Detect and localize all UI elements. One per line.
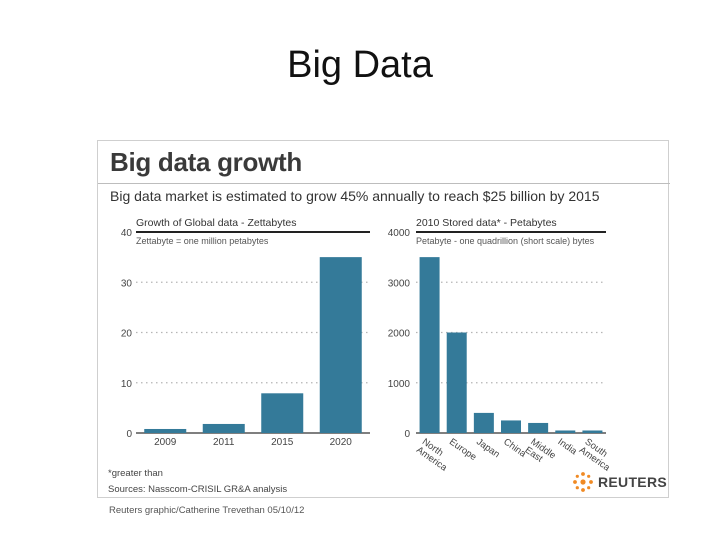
global-data-category-label: 2015 (271, 437, 294, 448)
stored-data-bar (528, 422, 549, 433)
stored-data-category-label: China (501, 436, 528, 460)
stored-data-bar (501, 420, 521, 433)
global-data-ytick-label: 30 (121, 278, 133, 289)
stored-data-ytick-label: 0 (404, 429, 410, 440)
stored-data-ytick-label: 3000 (388, 278, 411, 289)
slide-title: Big Data (287, 44, 433, 86)
reuters-logo-icon (573, 472, 593, 492)
stored-data-category-label: India (556, 436, 580, 457)
stored-data-ytick-label: 2000 (388, 329, 411, 340)
stored-data-category-label: SouthAmerica (577, 436, 618, 474)
global-data-ytick-label: 40 (121, 228, 133, 239)
right-chart-title-rule (416, 231, 606, 233)
global-data-ytick-label: 20 (121, 329, 133, 340)
global-data-bar (261, 393, 304, 433)
global-data-category-label: 2009 (154, 437, 177, 448)
global-data-bar (144, 428, 187, 433)
graphic-credit: Reuters graphic/Catherine Trevethan 05/1… (109, 505, 305, 516)
global-data-bar (319, 257, 362, 433)
global-data-category-label: 2020 (330, 437, 353, 448)
bar-charts: 0 10 20 30 40 2009 2011 2015 2020 0 1000 2000 3000 40… (121, 228, 618, 474)
infographic: Big data growth Big data market is estim… (97, 140, 670, 498)
stored-data-bar (419, 257, 440, 433)
right-chart-title: 2010 Stored data* - Petabytes (416, 217, 557, 229)
stored-data-bar (582, 430, 603, 433)
graphic-subtitle: Big data market is estimated to grow 45%… (110, 188, 600, 204)
stored-data-bar (446, 332, 467, 433)
left-chart-note: Zettabyte = one million petabytes (136, 236, 269, 246)
reuters-wordmark: REUTERS (598, 474, 667, 490)
stored-data-ytick-label: 4000 (388, 228, 411, 239)
stored-data-bar (473, 412, 494, 433)
footnote-sources: Sources: Nasscom-CRISIL GR&A analysis (108, 484, 288, 495)
global-data-ytick-label: 10 (121, 379, 133, 390)
stored-data-category-label: Europe (447, 436, 478, 463)
right-chart-note: Petabyte - one quadrillion (short scale)… (416, 236, 595, 246)
stored-data-bar (555, 430, 576, 433)
footnote-greater-than: *greater than (108, 468, 163, 479)
left-chart-title: Growth of Global data - Zettabytes (136, 217, 297, 229)
stored-data-category-label: Japan (474, 436, 502, 460)
global-data-ytick-label: 0 (126, 429, 132, 440)
left-chart-title-rule (136, 231, 370, 233)
global-data-bar (202, 423, 245, 433)
global-data-category-label: 2011 (213, 437, 235, 448)
stored-data-ytick-label: 1000 (388, 379, 411, 390)
stored-data-category-label: MiddleEast (523, 436, 558, 469)
reuters-logo: REUTERS (572, 471, 667, 493)
graphic-title: Big data growth (110, 147, 302, 177)
title-divider (98, 183, 670, 184)
